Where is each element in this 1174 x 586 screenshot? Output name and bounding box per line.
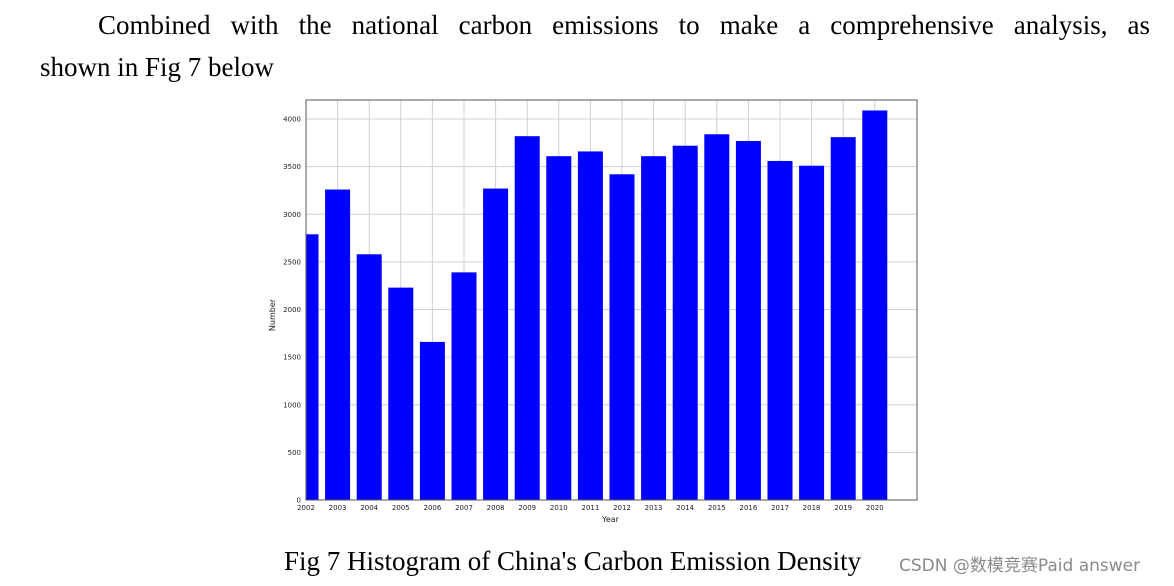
x-tick-label: 2004 bbox=[360, 504, 378, 512]
bar-2014 bbox=[672, 145, 698, 500]
y-tick-label: 1000 bbox=[283, 401, 301, 409]
y-tick-label: 3500 bbox=[283, 163, 301, 171]
bar-2008 bbox=[483, 188, 509, 500]
bar-2004 bbox=[356, 254, 382, 500]
bar-2009 bbox=[514, 136, 540, 500]
bar-2006 bbox=[419, 341, 445, 500]
bar-2015 bbox=[704, 134, 730, 500]
watermark: CSDN @数模竞赛Paid answer bbox=[899, 556, 1141, 576]
x-tick-label: 2015 bbox=[708, 504, 726, 512]
x-tick-label: 2018 bbox=[803, 504, 821, 512]
bar-2010 bbox=[546, 156, 572, 500]
x-tick-label: 2017 bbox=[771, 504, 789, 512]
bar-2016 bbox=[735, 140, 761, 500]
paragraph-line-2: shown in Fig 7 below bbox=[40, 52, 275, 82]
x-tick-label: 2010 bbox=[550, 504, 568, 512]
x-tick-label: 2013 bbox=[645, 504, 663, 512]
x-tick-label: 2020 bbox=[866, 504, 884, 512]
paragraph-line-1: Combined with the national carbon emissi… bbox=[98, 10, 1150, 40]
x-tick-label: 2002 bbox=[297, 504, 315, 512]
y-tick-label: 3000 bbox=[283, 211, 301, 219]
bar-2020 bbox=[862, 110, 888, 500]
x-tick-label: 2007 bbox=[455, 504, 473, 512]
x-tick-label: 2003 bbox=[329, 504, 347, 512]
y-tick-label: 4000 bbox=[283, 116, 301, 124]
x-ticks: 2002 2003 2004 2005 2006 2007 2008 2009 2010 2011… bbox=[297, 504, 884, 512]
x-tick-label: 2012 bbox=[613, 504, 631, 512]
x-tick-label: 2009 bbox=[518, 504, 536, 512]
body-paragraph: Combined with the national carbon emissi… bbox=[40, 4, 1150, 88]
figure-7: 0 500 1000 1500 2000 2500 3000 3500 4000 2002 200… bbox=[262, 92, 924, 532]
bar-2003 bbox=[325, 189, 351, 500]
x-tick-label: 2014 bbox=[676, 504, 694, 512]
bars-layer bbox=[306, 110, 888, 500]
x-tick-label: 2019 bbox=[834, 504, 852, 512]
x-tick-label: 2008 bbox=[487, 504, 505, 512]
plot-frame bbox=[305, 99, 918, 501]
bar-2013 bbox=[641, 156, 667, 500]
x-axis-label: Year bbox=[601, 515, 620, 524]
y-ticks: 0 500 1000 1500 2000 2500 3000 3500 4000 bbox=[283, 116, 301, 505]
bar-2019 bbox=[830, 137, 856, 500]
bar-2017 bbox=[767, 160, 793, 500]
y-tick-label: 2000 bbox=[283, 306, 301, 314]
x-tick-label: 2016 bbox=[739, 504, 757, 512]
bar-2007 bbox=[451, 272, 477, 500]
x-tick-label: 2005 bbox=[392, 504, 410, 512]
y-tick-label: 500 bbox=[288, 449, 301, 457]
y-tick-label: 2500 bbox=[283, 258, 301, 266]
figure-caption: Fig 7 Histogram of China's Carbon Emissi… bbox=[284, 546, 862, 576]
x-tick-label: 2006 bbox=[423, 504, 441, 512]
bar-2012 bbox=[609, 174, 635, 500]
bar-2011 bbox=[577, 151, 603, 500]
bar-2002 bbox=[306, 234, 319, 500]
x-tick-label: 2011 bbox=[581, 504, 599, 512]
bar-2005 bbox=[388, 287, 414, 500]
y-tick-label: 0 bbox=[297, 497, 301, 505]
y-tick-label: 1500 bbox=[283, 354, 301, 362]
bar-2018 bbox=[799, 165, 825, 500]
y-axis-label: Number bbox=[268, 298, 277, 331]
